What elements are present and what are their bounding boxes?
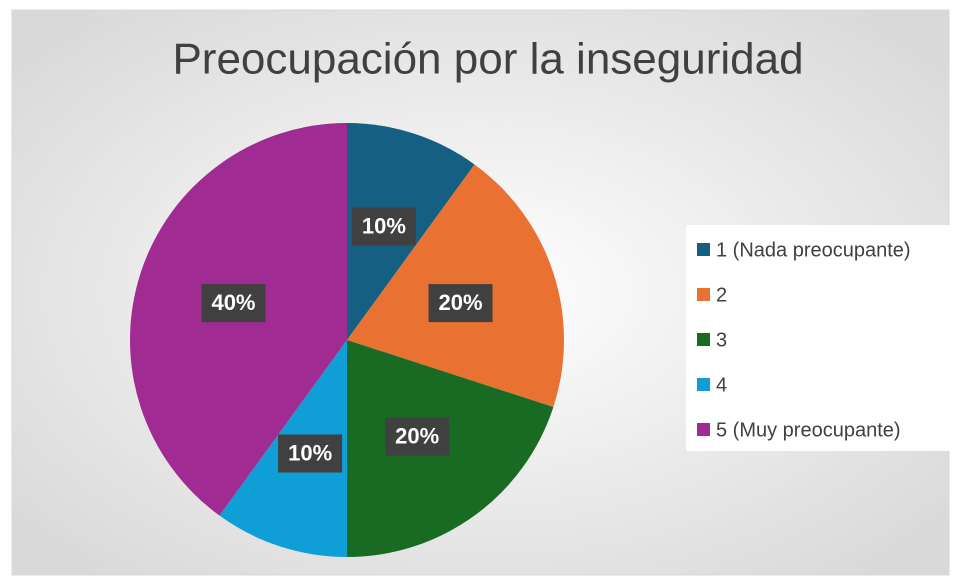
data-label-box [201, 284, 266, 323]
data-label-box [351, 207, 416, 246]
data-label: 10% [362, 213, 406, 238]
legend-swatch [697, 378, 710, 391]
data-label: 20% [395, 423, 439, 448]
legend-label: 5 (Muy preocupante) [716, 419, 901, 441]
data-label-box [385, 417, 450, 456]
data-label: 10% [288, 440, 332, 465]
data-label: 20% [438, 290, 482, 315]
legend-label: 2 [716, 284, 727, 306]
legend-swatch [697, 288, 710, 301]
data-label-box [278, 434, 343, 473]
legend-swatch [697, 423, 710, 436]
legend-label: 3 [716, 329, 727, 351]
legend-label: 1 (Nada preocupante) [716, 239, 911, 261]
data-label: 40% [211, 290, 255, 315]
chart-title: Preocupación por la inseguridad [172, 35, 803, 84]
legend-swatch [697, 333, 710, 346]
pie-slice [347, 340, 554, 557]
data-label-box [428, 284, 493, 323]
legend-swatch [697, 243, 710, 256]
legend-box [686, 225, 952, 451]
legend-label: 4 [716, 374, 727, 396]
